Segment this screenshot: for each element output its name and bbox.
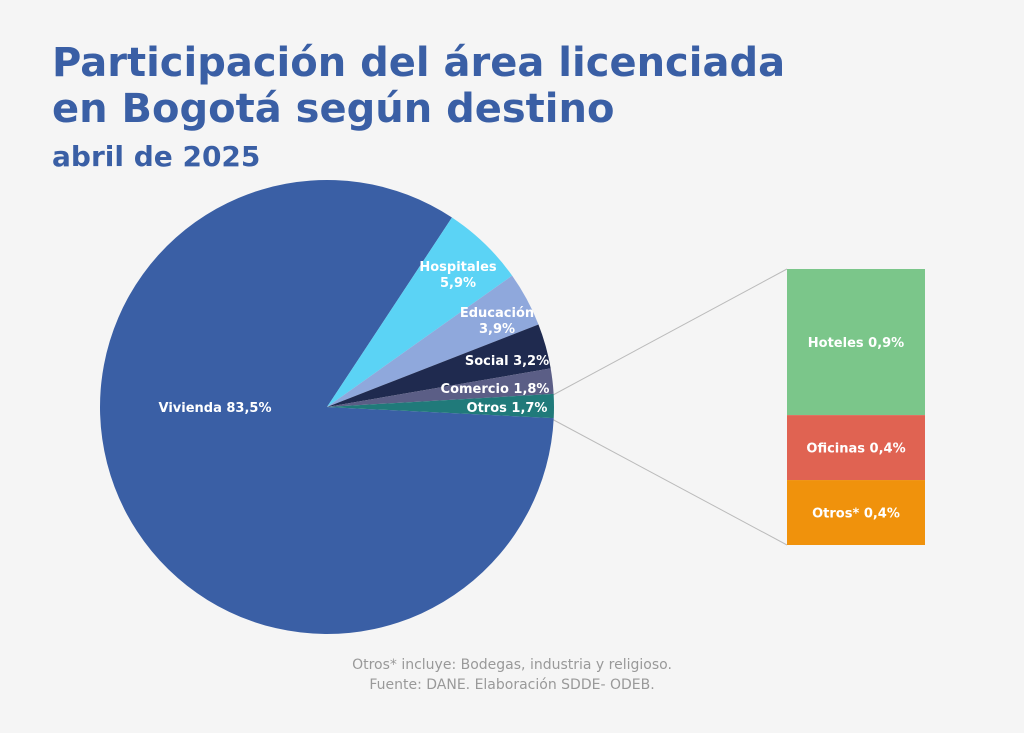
slice-label: Otros 1,7% <box>467 401 548 416</box>
bar-label: Hoteles 0,9% <box>808 336 904 351</box>
chart-title: en Bogotá según destino <box>52 86 614 132</box>
slice-value: 3,2% <box>513 354 549 369</box>
slice-category: Social <box>465 354 509 369</box>
bar-segment <box>787 415 925 481</box>
slice-value: 3,9% <box>479 322 515 337</box>
bar-label: Otros* 0,4% <box>812 507 900 522</box>
pie-slice <box>327 368 554 407</box>
slice-value: 5,9% <box>440 276 476 291</box>
slice-category: Otros <box>467 401 508 416</box>
slice-label: Comercio 1,8% <box>441 382 550 397</box>
slice-category: Comercio <box>441 382 509 397</box>
bar-segment <box>787 480 925 545</box>
footnote: Otros* incluye: Bodegas, industria y rel… <box>352 657 672 673</box>
slice-label: Hospitales 5,9% <box>419 260 497 291</box>
bar-category: Otros* <box>812 507 859 522</box>
pie-slice <box>327 324 551 407</box>
pie-slice <box>327 275 539 407</box>
slice-value: 1,8% <box>513 382 549 397</box>
slice-category: Hospitales <box>419 260 497 275</box>
pie-slice <box>327 393 554 419</box>
bar-label: Oficinas 0,4% <box>806 442 905 457</box>
chart-subtitle: abril de 2025 <box>52 140 260 173</box>
bar-category: Oficinas <box>806 442 865 457</box>
bar-segment <box>787 269 925 416</box>
bar-value: 0,9% <box>868 336 904 351</box>
pie-slice <box>99 179 554 634</box>
slice-value: 1,7% <box>511 401 547 416</box>
bar-value: 0,4% <box>870 442 906 457</box>
slice-category: Vivienda <box>158 401 221 416</box>
bar-category: Hoteles <box>808 336 864 351</box>
connector <box>549 417 788 546</box>
chart-title: Participación del área licenciada <box>52 40 785 86</box>
connector <box>552 268 788 396</box>
bar-value: 0,4% <box>864 507 900 522</box>
footnote: Fuente: DANE. Elaboración SDDE- ODEB. <box>369 677 654 693</box>
pie-slice <box>327 217 513 407</box>
slice-label: Educación 3,9% <box>460 306 534 337</box>
slice-value: 83,5% <box>226 401 271 416</box>
slice-label: Vivienda 83,5% <box>158 401 271 416</box>
slice-category: Educación <box>460 306 534 321</box>
slice-label: Social 3,2% <box>465 354 549 369</box>
